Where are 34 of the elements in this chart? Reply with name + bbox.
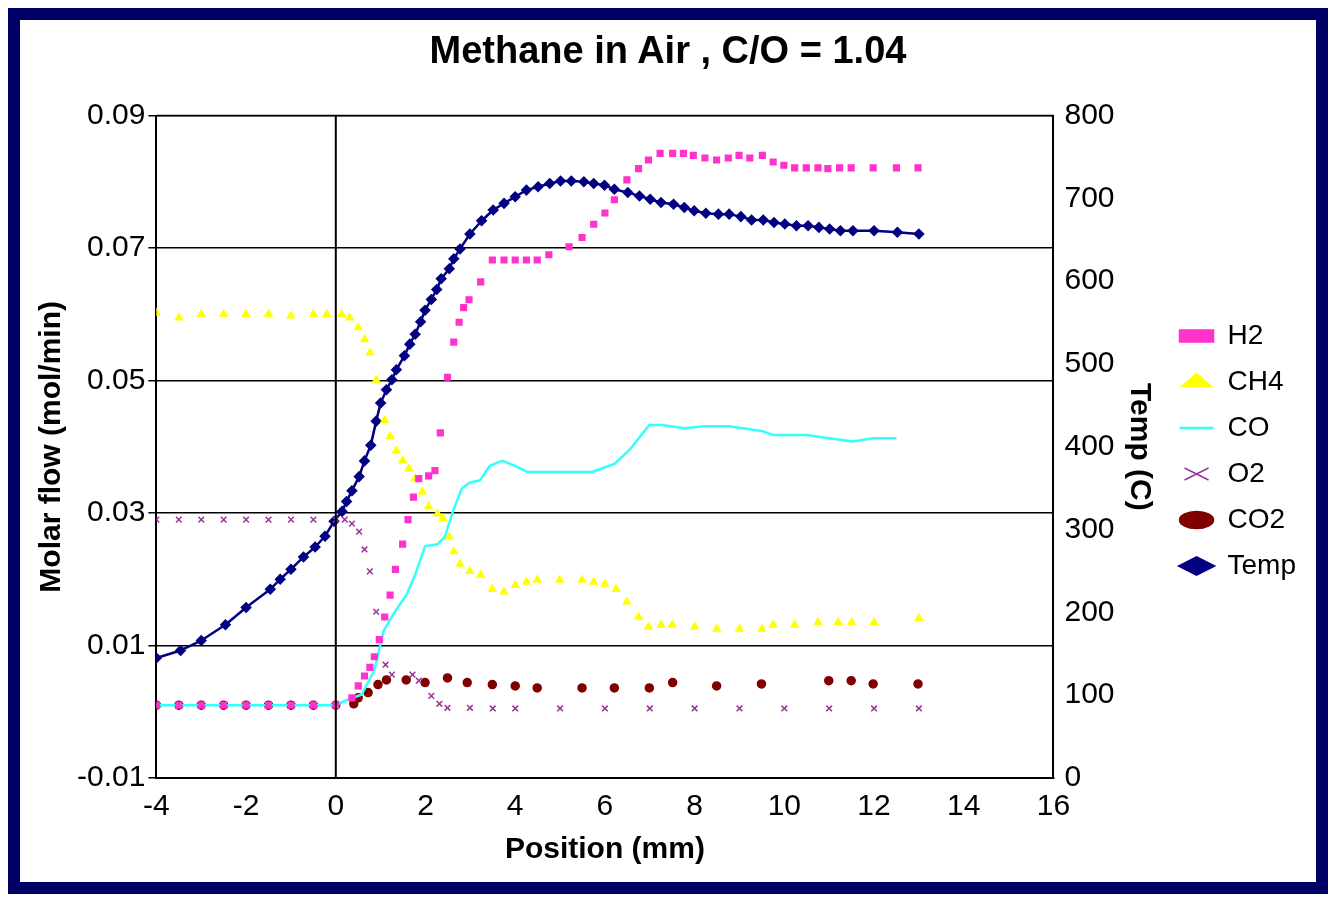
y2-axis-title: Temp (C) xyxy=(1125,382,1159,511)
legend-label: O2 xyxy=(1227,456,1265,488)
legend-label: CO2 xyxy=(1227,502,1286,534)
y-tick-label: 0.01 xyxy=(86,626,146,660)
x-tick-label: 10 xyxy=(767,788,802,822)
y-tick-label: -0.01 xyxy=(76,759,146,793)
y-tick-label: 0.09 xyxy=(86,96,146,130)
y2-tick-label: 100 xyxy=(1064,676,1115,710)
y-tick-label: 0.03 xyxy=(86,494,146,528)
legend-label: Temp xyxy=(1227,548,1296,580)
x-tick-label: 8 xyxy=(686,788,703,822)
x-tick-label: 0 xyxy=(327,788,345,822)
y2-tick-label: 500 xyxy=(1064,345,1115,379)
y2-tick-label: 200 xyxy=(1064,593,1115,627)
y-tick-label: 0.05 xyxy=(86,361,146,395)
x-tick-label: 2 xyxy=(417,788,434,822)
legend-label: CH4 xyxy=(1227,364,1284,396)
x-tick-label: -4 xyxy=(143,788,170,822)
y2-tick-label: 600 xyxy=(1064,262,1115,296)
x-tick-label: 12 xyxy=(857,788,891,822)
y-tick-label: 0.07 xyxy=(86,229,146,263)
y2-tick-label: 400 xyxy=(1064,428,1115,462)
x-tick-label: 6 xyxy=(596,788,614,822)
y2-tick-label: 800 xyxy=(1064,96,1115,130)
x-axis-title: Position (mm) xyxy=(504,831,705,865)
x-tick-label: -2 xyxy=(232,788,260,822)
y-axis-title: Molar flow (mol/min) xyxy=(33,300,67,593)
x-tick-label: 4 xyxy=(506,788,524,822)
y2-tick-label: 700 xyxy=(1064,179,1115,213)
legend-label: H2 xyxy=(1227,318,1264,350)
y2-tick-label: 300 xyxy=(1064,510,1115,544)
legend-label: CO xyxy=(1227,410,1270,442)
chart-title: Methane in Air , C/O = 1.04 xyxy=(429,29,907,72)
x-tick-label: 14 xyxy=(947,788,981,822)
